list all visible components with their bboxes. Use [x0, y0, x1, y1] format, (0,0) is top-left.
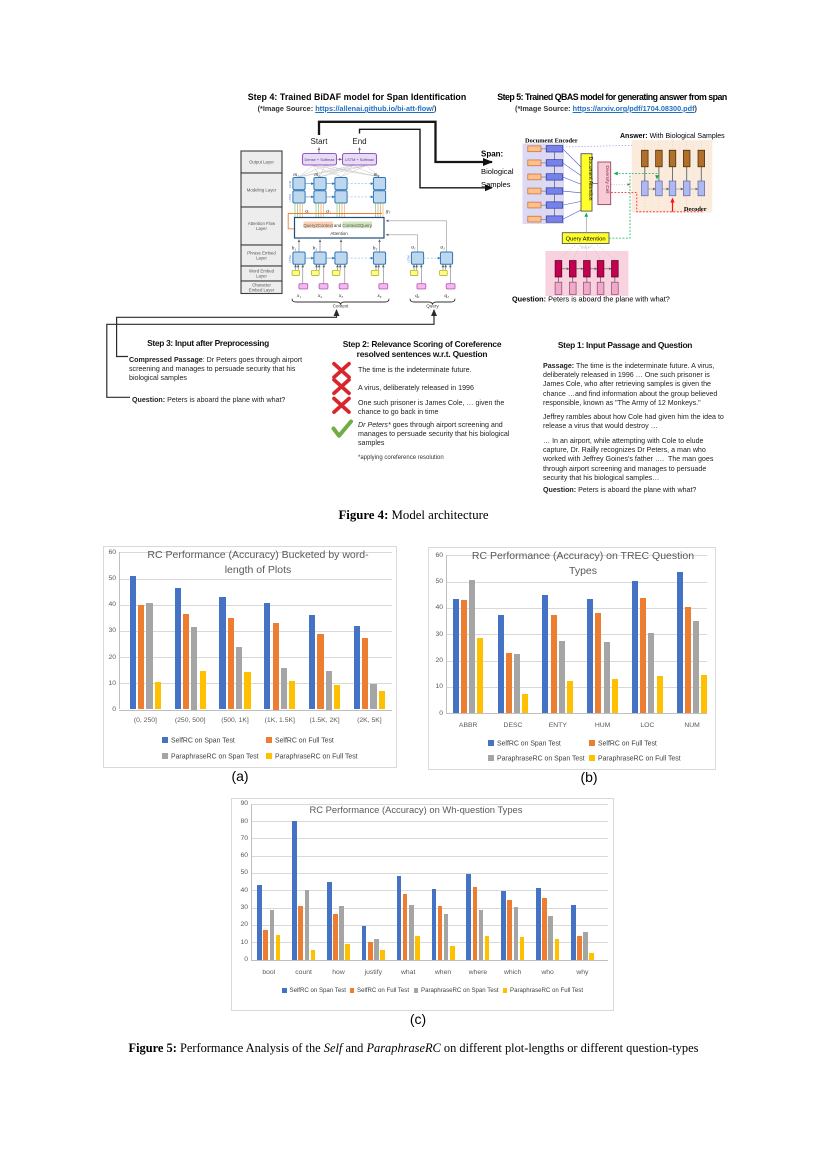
svg-text:mT: mT [374, 172, 381, 178]
svg-text:Query: Query [426, 304, 439, 309]
svg-text:Embed Layer: Embed Layer [249, 287, 275, 292]
svg-text:Context: Context [333, 304, 350, 309]
svg-text:End: End [352, 137, 366, 146]
svg-text:LSTM: LSTM [406, 255, 410, 263]
svg-text:Context2Query: Context2Query [342, 223, 372, 228]
svg-text:Query Attention: Query Attention [566, 237, 606, 243]
svg-text:ˉs ˣ a ˣ e ˣ: ˉs ˣ a ˣ e ˣ [580, 245, 592, 249]
svg-text:xT: xT [376, 293, 382, 299]
svg-text:Span:: Span: [481, 150, 503, 159]
svg-text:LSTM: LSTM [288, 194, 292, 202]
svg-text:Query2Context: Query2Context [303, 223, 333, 228]
svg-text:m2: m2 [314, 172, 320, 178]
svg-text:Phrase Embed: Phrase Embed [247, 251, 276, 256]
svg-text:u1: u1 [411, 245, 416, 251]
svg-text:Answer: With Biological Sample: Answer: With Biological Samples [620, 133, 725, 140]
svg-text:LSTM: LSTM [288, 180, 292, 188]
svg-text:q1: q1 [415, 293, 420, 299]
svg-text:Document Encoder: Document Encoder [525, 138, 578, 145]
svg-text:Word Embed: Word Embed [249, 269, 275, 274]
svg-text:x2: x2 [317, 293, 322, 299]
svg-text:Decoder: Decoder [684, 206, 707, 213]
svg-text:gT: gT [386, 209, 392, 215]
svg-text:Modeling Layer: Modeling Layer [247, 188, 277, 193]
svg-text:qJ: qJ [444, 293, 449, 299]
svg-text:Document Attention: Document Attention [587, 157, 593, 201]
svg-text:Start: Start [311, 137, 329, 146]
svg-text:x3: x3 [338, 293, 343, 299]
svg-text:m1: m1 [293, 172, 299, 178]
svg-text:h2: h2 [313, 246, 318, 252]
svg-text:h1: h1 [292, 246, 297, 252]
svg-text:and: and [334, 223, 342, 228]
svg-text:Question: Peters is aboard the: Question: Peters is aboard the plane wit… [512, 295, 670, 304]
svg-text:LSTM: LSTM [288, 255, 292, 263]
svg-text:hT: hT [373, 246, 379, 252]
svg-text:Layer: Layer [256, 274, 267, 279]
svg-text:Attention Flow: Attention Flow [248, 221, 276, 226]
svg-text:Samples: Samples [481, 180, 511, 189]
svg-text:LSTM + Softmax: LSTM + Softmax [345, 157, 374, 162]
svg-text:Layer: Layer [256, 256, 267, 261]
svg-text:x1: x1 [296, 293, 301, 299]
svg-text:Output Layer: Output Layer [249, 160, 274, 165]
svg-text:Biological: Biological [481, 167, 514, 176]
svg-text:Attention: Attention [330, 231, 348, 236]
svg-text:Layer: Layer [256, 226, 267, 231]
svg-text:Diversity Cell: Diversity Cell [604, 166, 610, 194]
svg-text:Character: Character [252, 282, 271, 287]
svg-text:uJ: uJ [440, 245, 445, 251]
svg-text:Dense + Softmax: Dense + Softmax [305, 157, 335, 162]
svg-text:g2: g2 [326, 209, 331, 215]
svg-text:g1: g1 [305, 209, 310, 215]
